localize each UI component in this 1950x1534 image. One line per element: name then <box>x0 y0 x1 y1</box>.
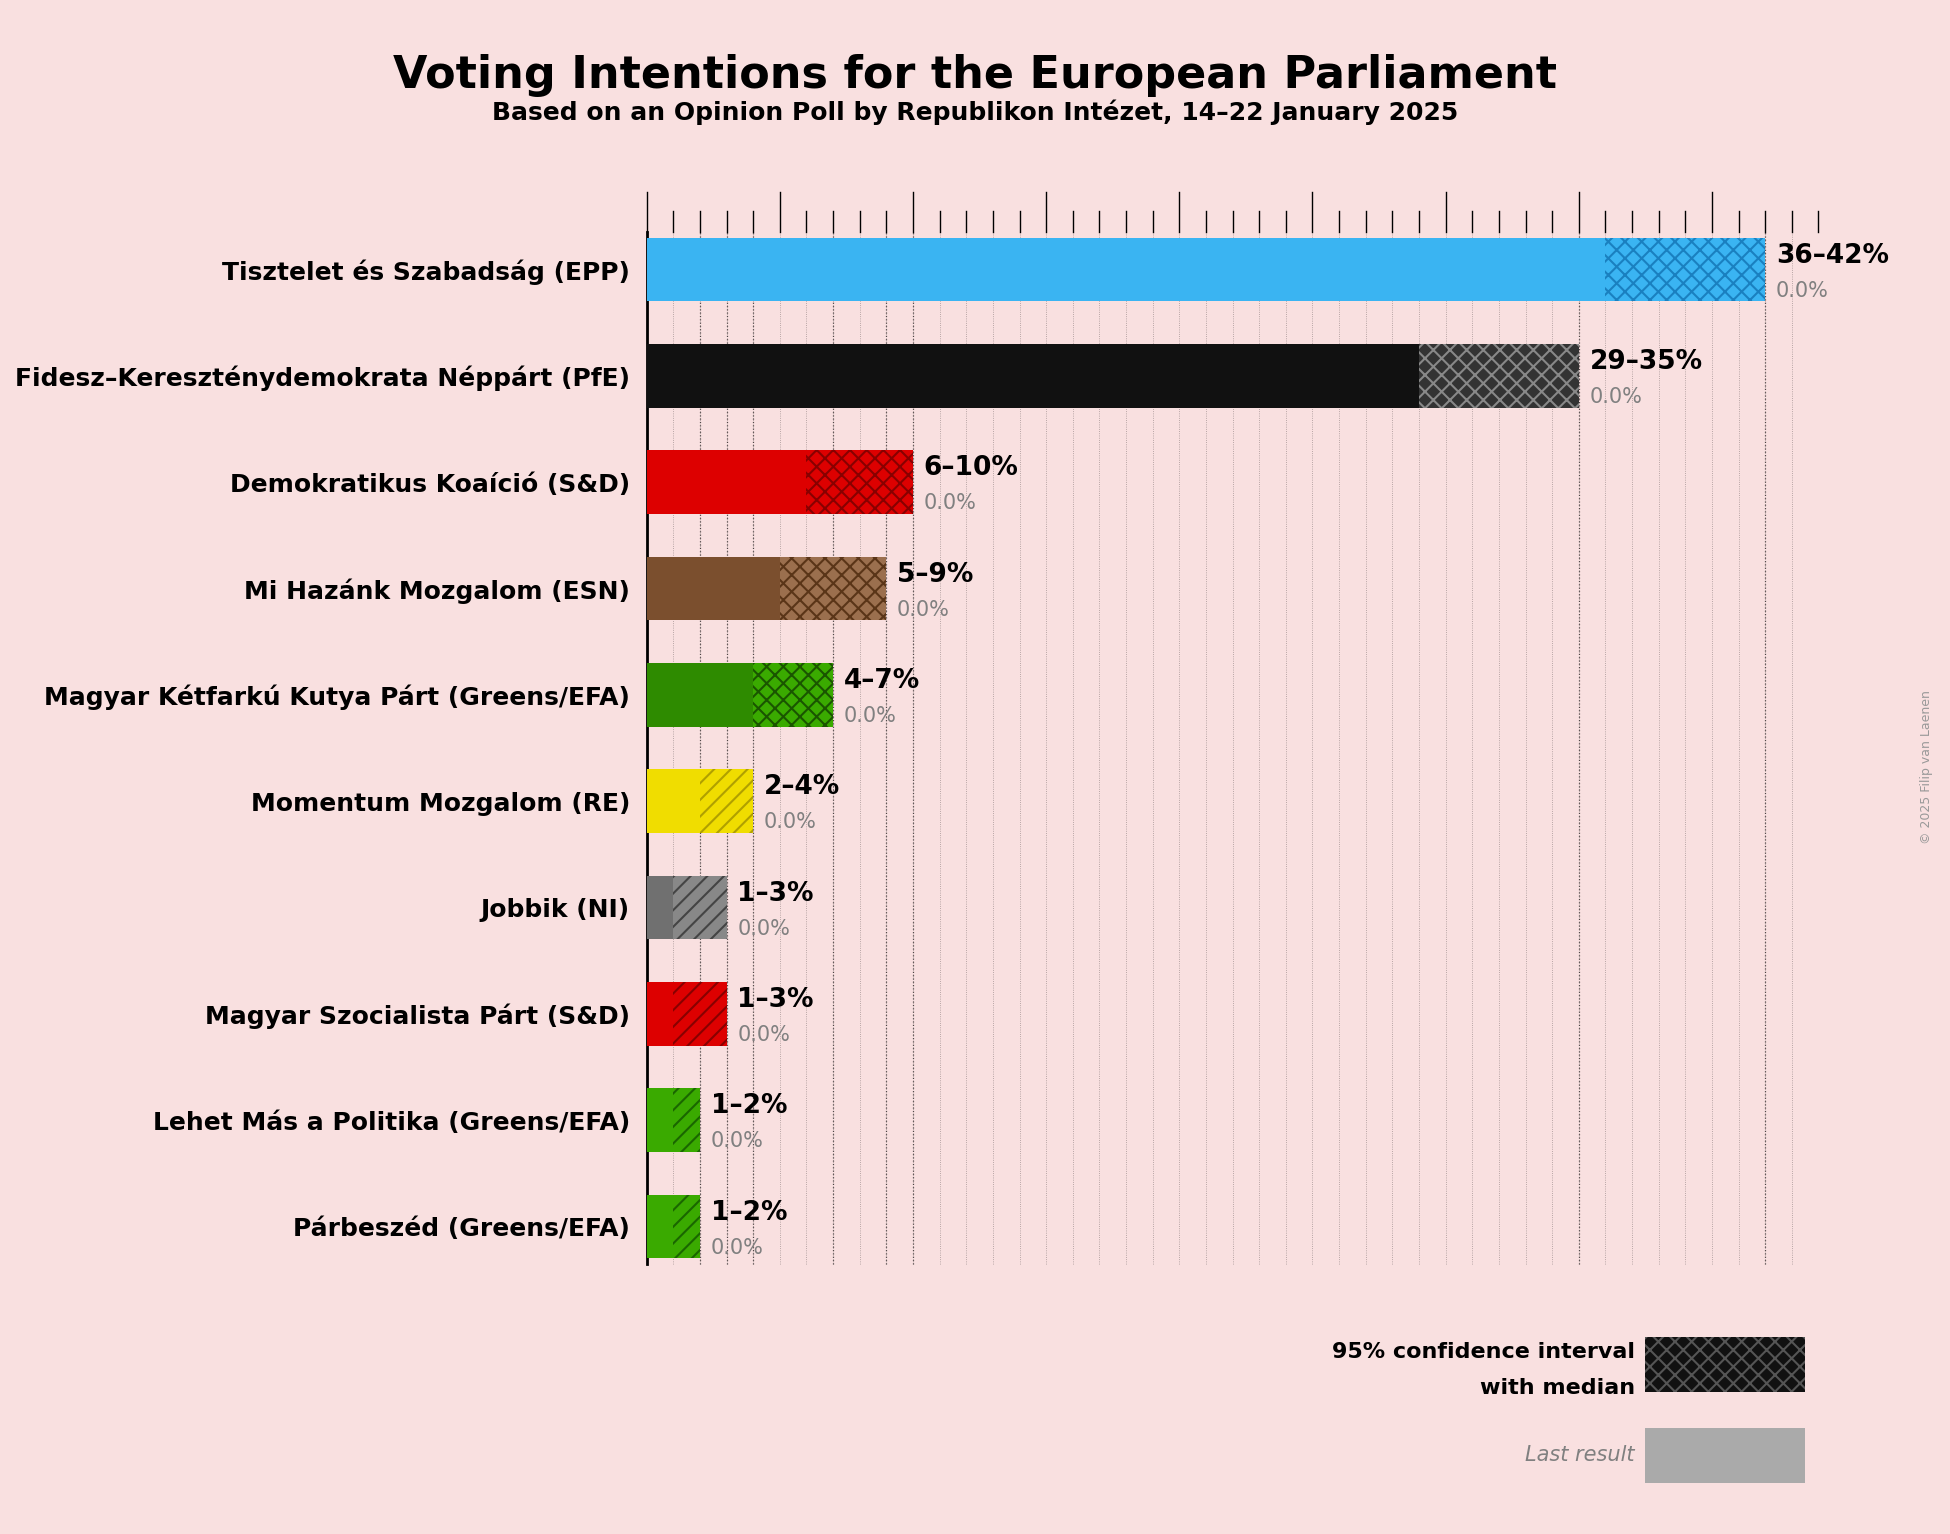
Text: 0.0%: 0.0% <box>844 706 897 726</box>
Text: 95% confidence interval: 95% confidence interval <box>1332 1342 1634 1362</box>
Text: 1–2%: 1–2% <box>710 1200 788 1226</box>
Bar <box>647 663 753 727</box>
Text: 1–2%: 1–2% <box>710 1094 788 1120</box>
Bar <box>673 876 727 939</box>
Bar <box>647 876 673 939</box>
Text: 4–7%: 4–7% <box>844 667 920 693</box>
Bar <box>673 1088 700 1152</box>
Text: © 2025 Filip van Laenen: © 2025 Filip van Laenen <box>1921 690 1932 844</box>
Text: 5–9%: 5–9% <box>897 561 973 588</box>
Bar <box>673 982 727 1046</box>
Bar <box>753 663 833 727</box>
Text: Last result: Last result <box>1525 1445 1634 1465</box>
Bar <box>673 1195 700 1258</box>
Text: 0.0%: 0.0% <box>737 1025 790 1045</box>
Bar <box>647 344 1500 408</box>
Text: 2–4%: 2–4% <box>764 775 840 801</box>
Text: 0.0%: 0.0% <box>1589 387 1642 407</box>
Text: 0.0%: 0.0% <box>924 494 977 514</box>
Bar <box>647 1195 673 1258</box>
Bar <box>647 1088 673 1152</box>
Text: 29–35%: 29–35% <box>1589 348 1702 374</box>
Bar <box>647 557 780 620</box>
Text: 0.0%: 0.0% <box>737 919 790 939</box>
Text: 36–42%: 36–42% <box>1776 242 1890 268</box>
Text: 0.0%: 0.0% <box>764 813 817 833</box>
Text: 1–3%: 1–3% <box>737 881 813 907</box>
Text: 0.0%: 0.0% <box>710 1238 764 1258</box>
Bar <box>700 769 753 833</box>
Bar <box>647 449 807 514</box>
Bar <box>647 769 700 833</box>
Text: 0.0%: 0.0% <box>897 600 950 620</box>
Bar <box>1646 1338 1806 1393</box>
Bar <box>647 238 1685 301</box>
Text: 0.0%: 0.0% <box>710 1132 764 1152</box>
Bar <box>647 982 673 1046</box>
Text: 6–10%: 6–10% <box>924 456 1018 482</box>
Text: Voting Intentions for the European Parliament: Voting Intentions for the European Parli… <box>394 54 1556 97</box>
Bar <box>807 449 913 514</box>
Text: with median: with median <box>1480 1378 1634 1397</box>
Bar <box>1646 1428 1806 1483</box>
Bar <box>1605 238 1765 301</box>
Text: Based on an Opinion Poll by Republikon Intézet, 14–22 January 2025: Based on an Opinion Poll by Republikon I… <box>491 100 1459 126</box>
Bar <box>780 557 887 620</box>
Bar <box>1420 344 1580 408</box>
Text: 0.0%: 0.0% <box>1776 281 1829 301</box>
Text: 1–3%: 1–3% <box>737 986 813 1012</box>
